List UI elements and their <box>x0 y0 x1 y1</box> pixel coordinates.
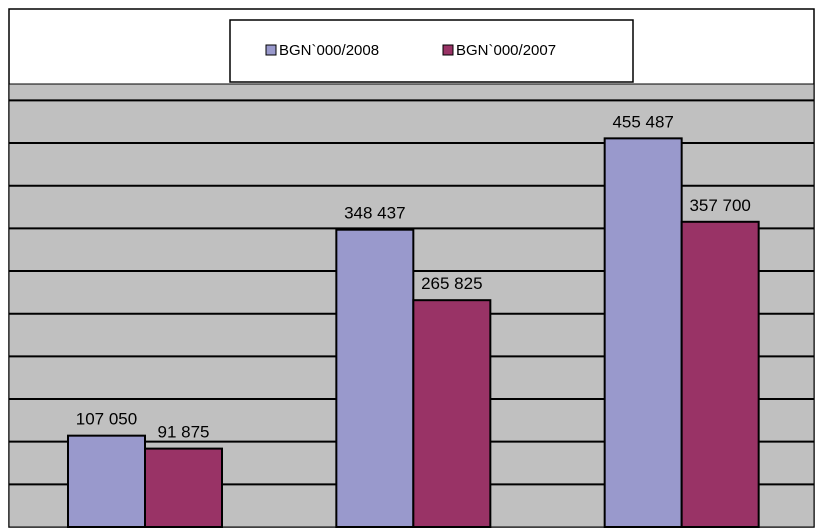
data-labels: 107 050 91 875 348 437 265 825 455 487 357 70… <box>76 112 751 441</box>
bar-2008-2 <box>335 228 415 529</box>
legend-label-2008: BGN`000/2008 <box>279 42 379 59</box>
bar-2007-2 <box>412 299 492 528</box>
data-label-2008-2: 348 437 <box>344 204 405 223</box>
bar-2008-1 <box>67 434 146 528</box>
legend-swatch-2008 <box>265 44 277 56</box>
bar-2008-3 <box>603 137 683 528</box>
data-label-2008-3: 455 487 <box>612 112 673 131</box>
bar-2007-1 <box>144 447 223 529</box>
data-label-2007-2: 265 825 <box>421 274 482 293</box>
data-label-2007-3: 357 700 <box>689 196 750 215</box>
data-label-2008-1: 107 050 <box>76 410 137 429</box>
legend-swatch-2007 <box>442 44 454 56</box>
legend: BGN`000/2008 BGN`000/2007 <box>229 19 634 83</box>
bars <box>67 137 760 529</box>
legend-box <box>229 19 634 83</box>
bar-2007-3 <box>680 220 760 528</box>
legend-label-2007: BGN`000/2007 <box>456 42 556 59</box>
data-label-2007-1: 91 875 <box>158 423 210 442</box>
